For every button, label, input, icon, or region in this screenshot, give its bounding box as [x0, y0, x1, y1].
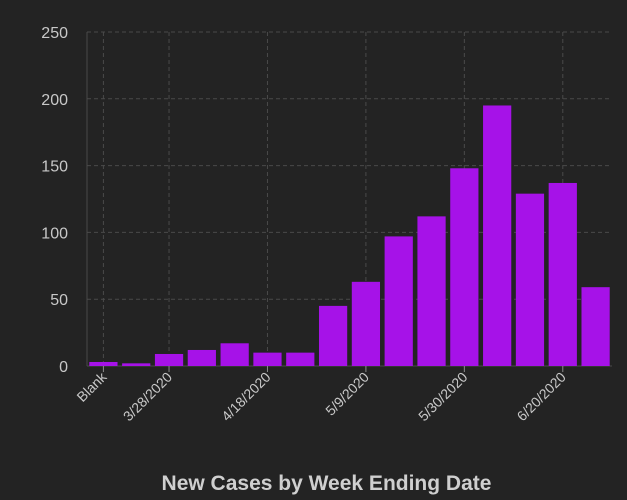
bar[interactable]: [483, 105, 512, 366]
bar[interactable]: [286, 352, 315, 366]
bar[interactable]: [154, 353, 184, 366]
bars: [89, 105, 610, 366]
y-tick-label: 200: [41, 92, 68, 109]
bar[interactable]: [548, 182, 577, 366]
bar[interactable]: [318, 305, 348, 366]
bar[interactable]: [515, 193, 545, 366]
bar[interactable]: [89, 361, 118, 366]
x-axis-ticks: Blank 3/28/2020 4/18/2020 5/9/2020 5/30/2020…: [73, 366, 569, 424]
bar[interactable]: [417, 216, 446, 366]
bar[interactable]: [450, 168, 479, 366]
bar[interactable]: [581, 287, 610, 366]
y-axis-ticks: 0 50 100 150 200 250: [41, 25, 68, 376]
x-tick-label: 3/28/2020: [120, 369, 176, 425]
grid-lines: [86, 31, 612, 367]
bar[interactable]: [187, 349, 216, 366]
bar-chart: 0 50 100 150 200 250 Blank 3/28/2020 4/18/2020 5…: [41, 25, 612, 424]
y-tick-label: 0: [59, 359, 68, 376]
y-tick-label: 150: [41, 159, 68, 176]
y-tick-label: 250: [41, 25, 68, 42]
bar[interactable]: [220, 343, 249, 366]
y-tick-label: 50: [50, 292, 68, 309]
x-tick-label: 6/20/2020: [514, 369, 570, 425]
x-tick-label: 5/30/2020: [415, 369, 471, 425]
bar[interactable]: [384, 236, 413, 366]
x-tick-label: Blank: [73, 368, 110, 405]
bar[interactable]: [351, 281, 381, 366]
bar[interactable]: [253, 352, 282, 366]
x-tick-label: 4/18/2020: [218, 369, 274, 425]
chart-title: New Cases by Week Ending Date: [161, 472, 492, 495]
y-tick-label: 100: [41, 225, 68, 242]
x-tick-label: 5/9/2020: [322, 369, 372, 419]
bar[interactable]: [122, 363, 151, 366]
